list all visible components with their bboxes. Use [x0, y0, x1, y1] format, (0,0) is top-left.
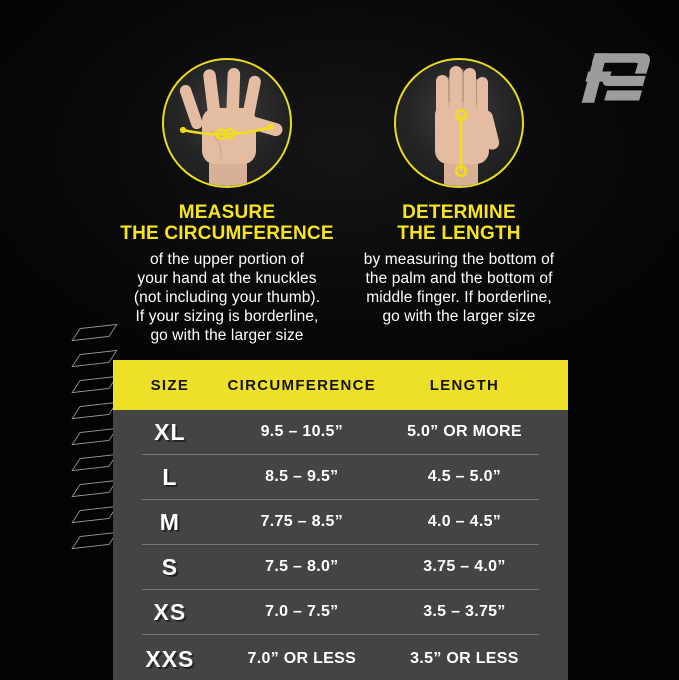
size-cell: M: [159, 508, 180, 535]
heading-line: THE CIRCUMFERENCE: [120, 223, 334, 244]
length-instruction-card: DETERMINE THE LENGTH by measuring the bo…: [342, 58, 576, 345]
size-cell: XXS: [145, 645, 195, 672]
fa-monogram-icon: [581, 53, 650, 103]
length-cell: 3.5” OR LESS: [410, 650, 519, 667]
open-hand-circumference-icon: [162, 58, 292, 188]
body-line: your hand at the knuckles: [137, 270, 317, 287]
table-row-m: M 7.75 – 8.5” 4.0 – 4.5”: [113, 500, 568, 544]
hatch-stripe: [71, 479, 118, 498]
circumference-cell: 8.5 – 9.5”: [265, 468, 339, 485]
table-row-xl: XL 9.5 – 10.5” 5.0” OR MORE: [113, 410, 568, 454]
size-chart-header-row: SIZE CIRCUMFERENCE LENGTH: [113, 360, 568, 410]
row-divider: [142, 634, 539, 635]
body-line: go with the larger size: [150, 327, 304, 344]
heading-line: DETERMINE: [402, 202, 516, 223]
length-body-text: by measuring the bottom of the palm and …: [342, 250, 576, 326]
size-cell: L: [162, 463, 178, 490]
hatch-stripe: [71, 531, 118, 550]
hatch-stripe: [71, 349, 118, 368]
length-cell: 4.5 – 5.0”: [427, 468, 502, 485]
body-line: middle finger. If borderline,: [366, 289, 552, 306]
heading-line: THE LENGTH: [397, 223, 521, 244]
row-divider: [142, 544, 539, 545]
column-header-size: SIZE: [150, 376, 190, 394]
hatch-stripe: [71, 453, 118, 472]
table-row-l: L 8.5 – 9.5” 4.5 – 5.0”: [113, 455, 568, 499]
body-line: the palm and the bottom of: [365, 270, 553, 287]
size-cell: XS: [153, 598, 187, 625]
hatch-stripe: [71, 427, 118, 446]
body-line: go with the larger size: [382, 308, 536, 325]
hatch-stripe: [71, 323, 118, 342]
length-cell: 5.0” OR MORE: [407, 423, 522, 440]
length-cell: 3.5 – 3.75”: [423, 603, 506, 620]
table-row-s: S 7.5 – 8.0” 3.75 – 4.0”: [113, 545, 568, 589]
column-header-length: LENGTH: [429, 376, 500, 394]
row-divider: [142, 454, 539, 455]
size-cell: S: [161, 553, 179, 580]
length-heading: DETERMINE THE LENGTH: [342, 202, 576, 244]
hatch-stripe: [71, 375, 118, 394]
hatch-stripe-decoration: [71, 323, 118, 560]
size-chart-table: SIZE CIRCUMFERENCE LENGTH XL 9.5 – 10.5”…: [113, 360, 568, 680]
table-row-xs: XS 7.0 – 7.5” 3.5 – 3.75”: [113, 590, 568, 634]
circumference-cell: 9.5 – 10.5”: [260, 423, 344, 440]
body-line: If your sizing is borderline,: [135, 308, 319, 325]
table-row-xxs: XXS 7.0” OR LESS 3.5” OR LESS: [113, 635, 568, 680]
body-line: by measuring the bottom of: [363, 251, 555, 268]
hatch-stripe: [71, 505, 118, 524]
closed-hand-length-icon: [394, 58, 524, 188]
size-cell: XL: [154, 418, 186, 445]
circumference-body-text: of the upper portion of your hand at the…: [112, 250, 342, 345]
circumference-cell: 7.0” OR LESS: [247, 650, 357, 667]
circumference-cell: 7.75 – 8.5”: [260, 513, 344, 530]
body-line: (not including your thumb).: [133, 289, 321, 306]
brand-logo-icon: [573, 47, 653, 109]
body-line: of the upper portion of: [150, 251, 304, 268]
length-cell: 4.0 – 4.5”: [427, 513, 502, 530]
circumference-cell: 7.0 – 7.5”: [265, 603, 339, 620]
circumference-instruction-card: MEASURE THE CIRCUMFERENCE of the upper p…: [112, 58, 342, 345]
circumference-heading: MEASURE THE CIRCUMFERENCE: [112, 202, 342, 244]
column-header-circumference: CIRCUMFERENCE: [227, 376, 377, 394]
row-divider: [142, 589, 539, 590]
heading-line: MEASURE: [178, 202, 276, 223]
instruction-cards: MEASURE THE CIRCUMFERENCE of the upper p…: [112, 58, 576, 345]
circumference-cell: 7.5 – 8.0”: [265, 558, 339, 575]
hatch-stripe: [71, 401, 118, 420]
length-cell: 3.75 – 4.0”: [423, 558, 506, 575]
size-chart-body: XL 9.5 – 10.5” 5.0” OR MORE L 8.5 – 9.5”…: [113, 410, 568, 680]
row-divider: [142, 499, 539, 500]
